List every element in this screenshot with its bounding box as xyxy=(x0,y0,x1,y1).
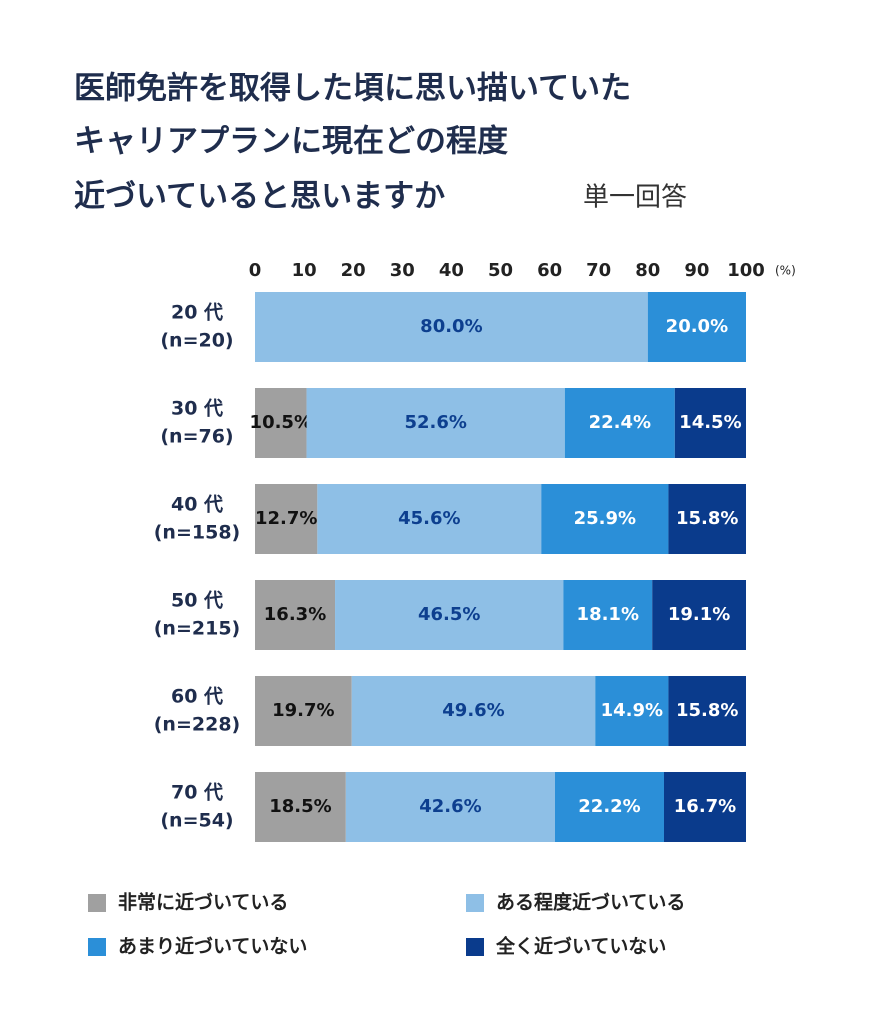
bar-segment xyxy=(595,676,669,746)
legend-label: ある程度近づいている xyxy=(496,891,685,914)
bar-segment xyxy=(351,676,596,746)
legend-swatch xyxy=(88,894,106,912)
bar-segment xyxy=(306,388,565,458)
value-label: 22.2% xyxy=(578,796,640,817)
legend-label: 全く近づいていない xyxy=(495,935,666,958)
value-label: 10.5% xyxy=(250,412,312,433)
value-label: 19.7% xyxy=(272,700,334,721)
x-tick-label: 30 xyxy=(390,260,415,281)
value-label: 15.8% xyxy=(676,508,738,529)
bar-segment xyxy=(541,484,669,554)
chart-title: 近づいていると思いますか xyxy=(74,179,445,215)
value-label: 45.6% xyxy=(398,508,460,529)
bar-segment xyxy=(255,292,648,362)
value-label: 49.6% xyxy=(442,700,504,721)
value-label: 52.6% xyxy=(404,412,466,433)
category-label: (n=54) xyxy=(160,810,233,832)
value-label: 14.9% xyxy=(601,700,663,721)
category-label: 40 代 xyxy=(171,494,223,516)
bar-segment xyxy=(668,484,746,554)
value-label: 42.6% xyxy=(419,796,481,817)
value-label: 12.7% xyxy=(255,508,317,529)
chart-title: 医師免許を取得した頃に思い描いていた xyxy=(74,71,631,107)
bar-segment xyxy=(317,484,542,554)
bar-segment xyxy=(563,580,653,650)
legend-swatch xyxy=(466,938,484,956)
category-label: 60 代 xyxy=(171,686,223,708)
x-tick-label: 50 xyxy=(488,260,513,281)
value-label: 22.4% xyxy=(589,412,651,433)
category-label: (n=215) xyxy=(154,618,240,640)
x-tick-label: 10 xyxy=(292,260,317,281)
category-label: (n=76) xyxy=(160,426,233,448)
value-label: 14.5% xyxy=(679,412,741,433)
x-tick-label: 70 xyxy=(586,260,611,281)
bar-segment xyxy=(255,580,336,650)
bar-segment xyxy=(345,772,556,842)
chart-subtitle: 単一回答 xyxy=(583,183,687,213)
value-label: 25.9% xyxy=(574,508,636,529)
bar-segment xyxy=(664,772,746,842)
category-label: 70 代 xyxy=(171,782,223,804)
category-label: 20 代 xyxy=(171,302,223,324)
bar-segment xyxy=(255,676,352,746)
bar-segment xyxy=(564,388,675,458)
category-label: 30 代 xyxy=(171,398,223,420)
x-tick-label: 60 xyxy=(537,260,562,281)
category-label: 50 代 xyxy=(171,590,223,612)
value-label: 18.1% xyxy=(577,604,639,625)
category-label: (n=158) xyxy=(154,522,240,544)
bar-segment xyxy=(255,388,307,458)
value-label: 16.7% xyxy=(674,796,736,817)
bar-segment xyxy=(647,292,746,362)
value-label: 16.3% xyxy=(264,604,326,625)
value-label: 80.0% xyxy=(420,316,482,337)
chart-title: キャリアプランに現在どの程度 xyxy=(74,124,508,160)
bar-segment xyxy=(255,772,346,842)
legend-swatch xyxy=(466,894,484,912)
legend-label: 非常に近づいている xyxy=(118,891,288,914)
bar-segment xyxy=(555,772,665,842)
bar-segment xyxy=(674,388,746,458)
x-tick-label: 100 xyxy=(727,260,765,281)
value-label: 15.8% xyxy=(676,700,738,721)
value-label: 19.1% xyxy=(668,604,730,625)
bar-segment xyxy=(255,484,318,554)
category-label: (n=20) xyxy=(160,330,233,352)
x-tick-label: 40 xyxy=(439,260,464,281)
value-label: 18.5% xyxy=(269,796,331,817)
category-label: (n=228) xyxy=(154,714,240,736)
x-tick-label: 80 xyxy=(635,260,660,281)
value-label: 46.5% xyxy=(418,604,480,625)
value-label: 20.0% xyxy=(666,316,728,337)
x-unit: (%) xyxy=(775,264,796,278)
x-tick-label: 90 xyxy=(684,260,709,281)
legend-label: あまり近づいていない xyxy=(118,936,307,958)
bar-segment xyxy=(335,580,564,650)
legend-swatch xyxy=(88,938,106,956)
x-tick-label: 0 xyxy=(249,260,262,281)
bar-segment xyxy=(652,580,746,650)
x-tick-label: 20 xyxy=(341,260,366,281)
bar-segment xyxy=(668,676,746,746)
